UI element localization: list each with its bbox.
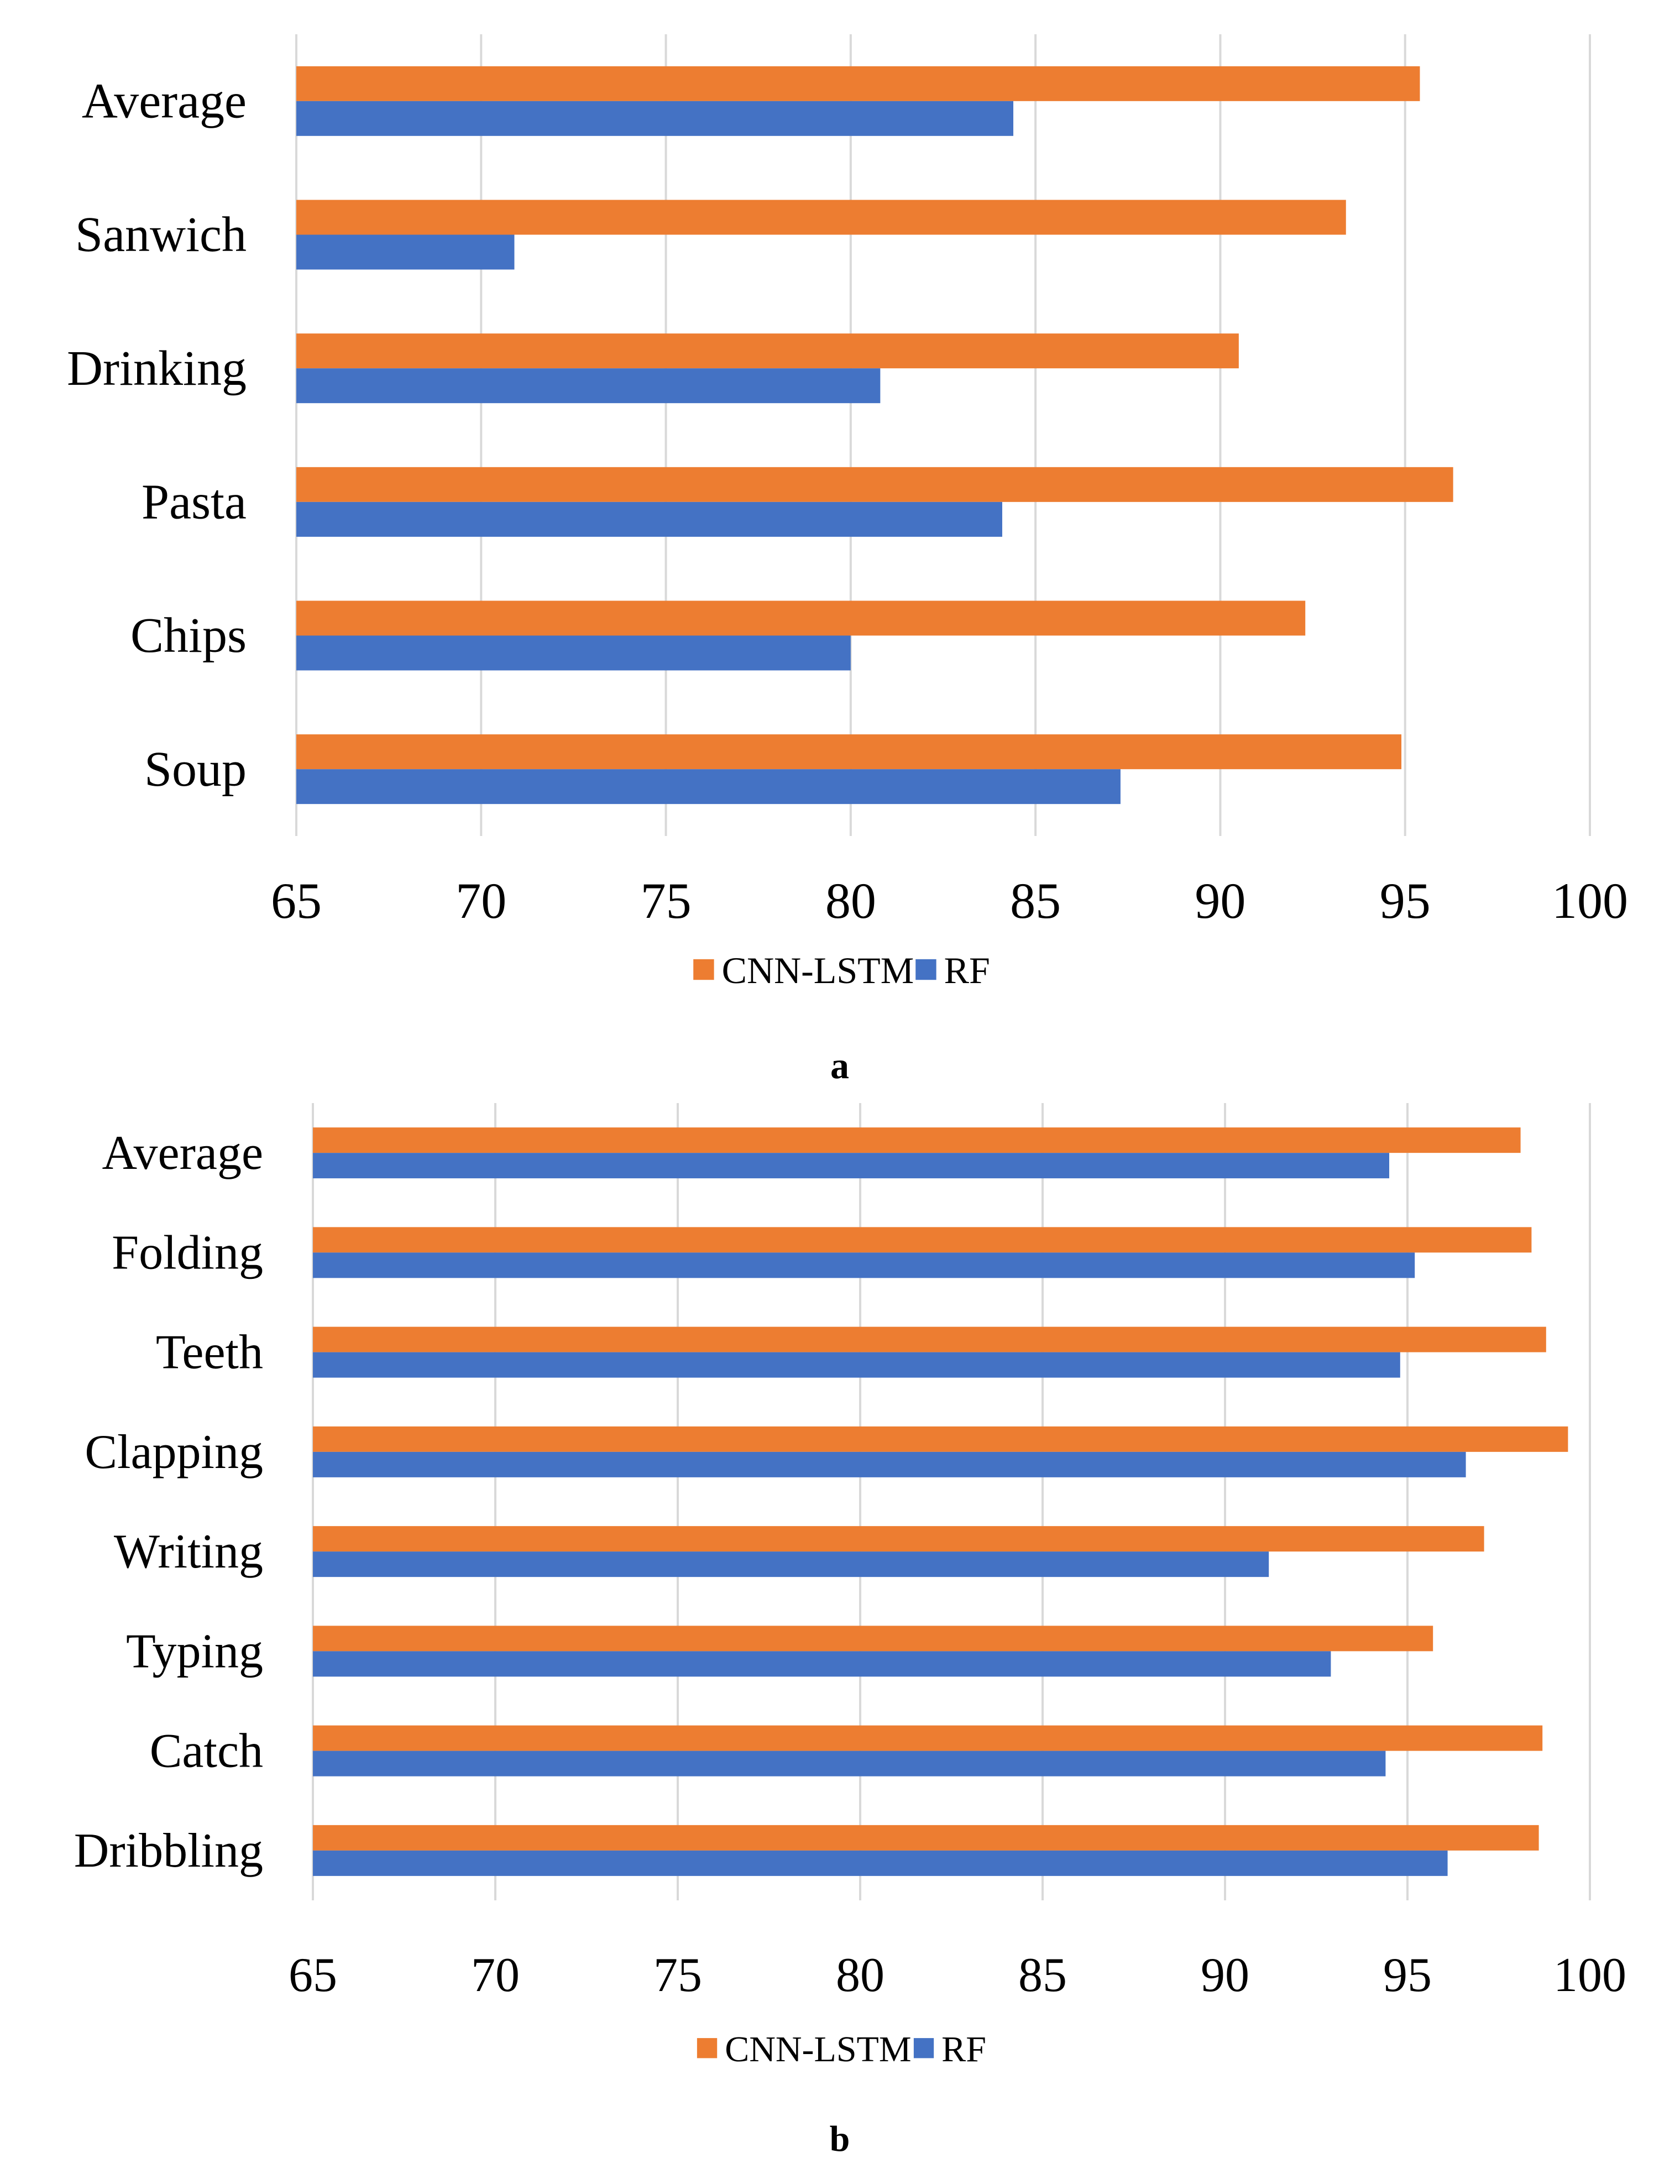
b-bar-cnn-lstm-clapping: [313, 1426, 1568, 1452]
b-bar-rf-average: [313, 1153, 1389, 1179]
b-bar-rf-catch: [313, 1751, 1386, 1777]
a-x-tick-label-95: 95: [1380, 872, 1431, 929]
b-bar-rf-writing: [313, 1551, 1269, 1577]
a-bar-rf-drinking: [296, 368, 881, 404]
b-x-tick-label-70: 70: [471, 1948, 520, 2002]
b-bar-cnn-lstm-catch: [313, 1725, 1543, 1751]
a-legend-swatch-rf: [915, 959, 936, 980]
a-legend-swatch-cnn-lstm: [693, 959, 714, 980]
b-bar-cnn-lstm-average: [313, 1127, 1521, 1153]
b-category-label-dribbling: Dribbling: [74, 1824, 263, 1878]
b-x-tick-label-80: 80: [836, 1948, 885, 2002]
a-category-label-soup: Soup: [144, 742, 247, 797]
b-bar-cnn-lstm-typing: [313, 1626, 1433, 1652]
a-category-label-pasta: Pasta: [142, 475, 247, 530]
b-x-tick-label-65: 65: [289, 1948, 337, 2002]
a-category-label-average: Average: [82, 74, 247, 129]
b-category-label-catch: Catch: [150, 1725, 263, 1778]
a-category-label-drinking: Drinking: [67, 341, 247, 396]
b-x-tick-label-100: 100: [1553, 1948, 1626, 2002]
a-x-tick-label-90: 90: [1195, 872, 1245, 929]
b-category-label-clapping: Clapping: [85, 1425, 263, 1479]
b-category-label-average: Average: [102, 1126, 264, 1180]
a-x-tick-label-80: 80: [825, 872, 876, 929]
b-x-tick-label-95: 95: [1383, 1948, 1432, 2002]
chart-a: Average Sanwich Drinking Pasta Chips Soup 65 70…: [67, 34, 1628, 1086]
a-category-label-sanwich: Sanwich: [75, 207, 247, 262]
b-bar-rf-teeth: [313, 1352, 1400, 1378]
a-bar-rf-soup: [296, 769, 1121, 804]
b-bar-cnn-lstm-dribbling: [313, 1825, 1539, 1851]
a-legend: CNN-LSTM RF: [693, 949, 990, 991]
b-category-label-writing: Writing: [114, 1525, 263, 1579]
a-x-tick-label-75: 75: [641, 872, 692, 929]
a-category-label-chips: Chips: [130, 608, 247, 663]
a-x-tick-label-65: 65: [271, 872, 322, 929]
b-bar-rf-folding: [313, 1252, 1415, 1278]
b-panel-label: b: [830, 2119, 850, 2159]
b-legend-swatch-rf: [913, 2038, 934, 2058]
b-bar-rf-clapping: [313, 1451, 1466, 1477]
b-bar-cnn-lstm-teeth: [313, 1326, 1546, 1352]
b-category-label-typing: Typing: [126, 1624, 263, 1678]
b-legend-swatch-cnn-lstm: [697, 2038, 718, 2058]
a-bar-cnn-lstm-sanwich: [296, 200, 1346, 235]
b-bar-cnn-lstm-writing: [313, 1526, 1484, 1552]
b-bar-rf-typing: [313, 1651, 1331, 1677]
b-bar-rf-dribbling: [313, 1850, 1448, 1876]
a-bar-cnn-lstm-pasta: [296, 467, 1453, 502]
a-bar-rf-sanwich: [296, 234, 515, 270]
b-category-label-teeth: Teeth: [156, 1326, 263, 1380]
a-bar-cnn-lstm-drinking: [296, 333, 1239, 369]
a-legend-label-cnn-lstm: CNN-LSTM: [722, 949, 914, 991]
a-bar-rf-chips: [296, 635, 851, 671]
a-x-tick-label-70: 70: [456, 872, 506, 929]
a-x-tick-label-100: 100: [1552, 872, 1628, 929]
b-bar-cnn-lstm-folding: [313, 1227, 1532, 1253]
b-legend: CNN-LSTM RF: [697, 2029, 986, 2070]
a-bar-cnn-lstm-average: [296, 66, 1420, 101]
a-legend-label-rf: RF: [944, 949, 990, 991]
b-x-tick-label-85: 85: [1018, 1948, 1067, 2002]
b-x-tick-label-90: 90: [1201, 1948, 1249, 2002]
b-category-label-folding: Folding: [112, 1226, 263, 1279]
a-bar-cnn-lstm-chips: [296, 600, 1306, 636]
a-x-tick-label-85: 85: [1010, 872, 1061, 929]
b-legend-label-cnn-lstm: CNN-LSTM: [725, 2029, 911, 2070]
a-bar-rf-average: [296, 101, 1014, 136]
a-panel-label: a: [830, 1044, 849, 1086]
a-bar-cnn-lstm-soup: [296, 734, 1402, 770]
b-x-tick-label-75: 75: [653, 1948, 702, 2002]
a-bar-rf-pasta: [296, 501, 1002, 537]
b-legend-label-rf: RF: [941, 2029, 986, 2070]
chart-b: Average Folding Teeth Clapping Writing Typing…: [74, 1103, 1626, 2159]
